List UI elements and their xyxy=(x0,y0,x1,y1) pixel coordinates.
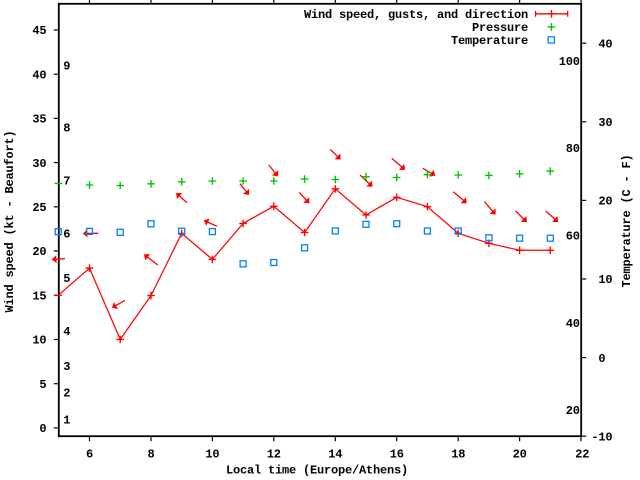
svg-text:10: 10 xyxy=(32,334,46,348)
svg-text:30: 30 xyxy=(32,157,46,171)
svg-text:18: 18 xyxy=(451,448,465,462)
svg-text:Temperature (C - F): Temperature (C - F) xyxy=(620,154,634,287)
svg-text:25: 25 xyxy=(32,201,46,215)
svg-text:3: 3 xyxy=(63,360,70,374)
svg-text:8: 8 xyxy=(147,448,154,462)
svg-text:20: 20 xyxy=(566,404,580,418)
svg-text:30: 30 xyxy=(598,116,612,130)
svg-text:Wind speed, gusts, and directi: Wind speed, gusts, and direction xyxy=(304,8,528,22)
svg-text:12: 12 xyxy=(267,448,281,462)
svg-text:40: 40 xyxy=(32,68,46,82)
svg-text:100: 100 xyxy=(559,55,580,69)
svg-text:6: 6 xyxy=(63,228,70,242)
svg-text:14: 14 xyxy=(328,448,342,462)
svg-text:35: 35 xyxy=(32,113,46,127)
svg-text:0: 0 xyxy=(598,352,605,366)
svg-text:20: 20 xyxy=(598,195,612,209)
svg-text:Temperature: Temperature xyxy=(451,34,528,48)
svg-text:Wind speed (kt - Beaufort): Wind speed (kt - Beaufort) xyxy=(3,130,17,312)
svg-text:Local time (Europe/Athens): Local time (Europe/Athens) xyxy=(226,463,408,477)
svg-text:7: 7 xyxy=(63,175,70,189)
svg-text:15: 15 xyxy=(32,290,46,304)
svg-text:40: 40 xyxy=(598,37,612,51)
svg-text:-10: -10 xyxy=(591,430,612,444)
svg-text:2: 2 xyxy=(63,387,70,401)
svg-text:1: 1 xyxy=(63,413,70,427)
svg-text:45: 45 xyxy=(32,24,46,38)
svg-text:40: 40 xyxy=(566,317,580,331)
svg-text:9: 9 xyxy=(63,60,70,74)
svg-text:Pressure: Pressure xyxy=(472,21,528,35)
svg-text:16: 16 xyxy=(390,448,404,462)
svg-text:80: 80 xyxy=(566,142,580,156)
svg-text:20: 20 xyxy=(32,245,46,259)
svg-text:6: 6 xyxy=(86,448,93,462)
svg-text:4: 4 xyxy=(63,325,70,339)
svg-text:22: 22 xyxy=(575,448,589,462)
svg-text:60: 60 xyxy=(566,230,580,244)
svg-text:20: 20 xyxy=(513,448,527,462)
svg-text:10: 10 xyxy=(598,273,612,287)
svg-text:5: 5 xyxy=(39,378,46,392)
svg-text:5: 5 xyxy=(63,272,70,286)
svg-text:10: 10 xyxy=(205,448,219,462)
svg-text:8: 8 xyxy=(63,121,70,135)
svg-text:0: 0 xyxy=(39,422,46,436)
